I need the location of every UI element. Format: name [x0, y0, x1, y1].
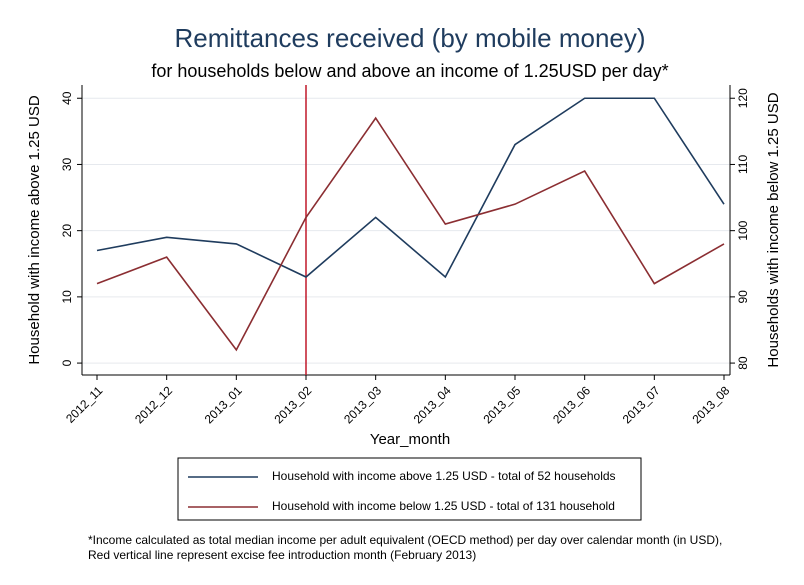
y2-tick-label: 90 — [736, 290, 750, 304]
y-tick-label: 30 — [60, 157, 74, 171]
y2-tick-label: 80 — [736, 356, 750, 370]
footnote: Red vertical line represent excise fee i… — [88, 548, 476, 562]
y-tick-label: 20 — [60, 224, 74, 238]
y2-axis-label: Households with income below 1.25 USD — [765, 92, 782, 367]
series-line — [96, 97, 725, 279]
y-tick-label: 40 — [60, 91, 74, 105]
y2-tick-label: 110 — [736, 155, 750, 174]
x-tick-label: 2013_04 — [411, 383, 454, 426]
chart-title: Remittances received (by mobile money) — [174, 23, 645, 53]
x-tick-label: 2013_08 — [689, 383, 732, 426]
y-tick-label: 0 — [60, 359, 74, 366]
x-tick-label: 2012_11 — [63, 383, 106, 426]
x-tick-label: 2012_12 — [132, 383, 175, 426]
legend-label: Household with income below 1.25 USD - t… — [272, 499, 615, 513]
y-axis-label: Household with income above 1.25 USD — [26, 95, 43, 364]
chart-subtitle: for households below and above an income… — [151, 61, 668, 81]
y2-tick-label: 100 — [736, 220, 750, 240]
series-line — [96, 116, 725, 352]
legend-label: Household with income above 1.25 USD - t… — [272, 469, 616, 483]
footnote: *Income calculated as total median incom… — [88, 533, 722, 547]
x-axis-label: Year_month — [370, 431, 450, 448]
legend-box — [177, 457, 642, 521]
x-tick-label: 2013_01 — [202, 383, 245, 426]
x-tick-label: 2013_05 — [480, 383, 523, 426]
y2-tick-label: 120 — [736, 88, 750, 108]
x-tick-label: 2013_07 — [620, 383, 663, 426]
x-tick-label: 2013_03 — [341, 383, 384, 426]
x-tick-label: 2013_02 — [271, 383, 314, 426]
y-tick-label: 10 — [60, 290, 74, 304]
x-tick-label: 2013_06 — [550, 383, 593, 426]
